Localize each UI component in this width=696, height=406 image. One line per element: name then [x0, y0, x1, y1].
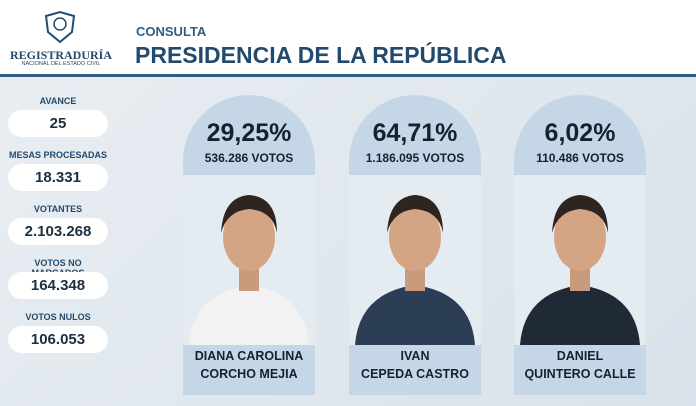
candidate-name: DANIEL — [556, 349, 604, 363]
stat-value: 2.103.268 — [8, 218, 108, 245]
logo-icon — [44, 10, 76, 44]
candidate-photo — [349, 175, 481, 345]
candidate-votes: 110.486 VOTOS — [536, 151, 624, 165]
candidate-card: 29,25% 536.286 VOTOS DIANA CAROLINA CORCHO … — [183, 95, 315, 395]
candidate-card: 64,71% 1.186.095 VOTOS IVAN CEPEDA CASTRO — [349, 95, 481, 395]
candidate-name: CORCHO MEJIA — [200, 367, 298, 381]
candidate-card: 6,02% 110.486 VOTOS DANIEL QUINTERO CALLE — [514, 95, 646, 395]
candidate-photo — [183, 175, 315, 345]
stat-value: 18.331 — [8, 164, 108, 191]
stat-label: MESAS PROCESADAS — [8, 150, 107, 160]
title: PRESIDENCIA DE LA REPÚBLICA — [135, 42, 507, 68]
stat-value: 164.348 — [8, 272, 108, 299]
candidate-votes: 1.186.095 VOTOS — [365, 151, 465, 165]
candidate-percent: 6,02% — [544, 119, 616, 147]
candidate-name: IVAN — [400, 349, 430, 363]
candidate-name: DIANA CAROLINA — [194, 349, 304, 363]
candidate-votes: 536.286 VOTOS — [204, 151, 294, 165]
candidate-percent: 29,25% — [206, 119, 292, 147]
stat-label: VOTOS NULOS — [25, 312, 91, 322]
candidate-percent: 64,71% — [372, 119, 458, 147]
stat-label: VOTANTES — [33, 204, 83, 214]
kicker: CONSULTA — [136, 24, 207, 39]
candidate-name: CEPEDA CASTRO — [361, 367, 469, 381]
stat-value: 25 — [8, 110, 108, 137]
candidate-name: QUINTERO CALLE — [524, 367, 636, 381]
stat-value: 106.053 — [8, 326, 108, 353]
logo-title: REGISTRADURÍA — [9, 48, 113, 62]
header: REGISTRADURÍA NACIONAL DEL ESTADO CIVIL … — [0, 0, 696, 77]
logo-subtitle: NACIONAL DEL ESTADO CIVIL — [21, 61, 101, 67]
stat-label: AVANCE — [39, 96, 77, 106]
candidate-photo — [514, 175, 646, 345]
